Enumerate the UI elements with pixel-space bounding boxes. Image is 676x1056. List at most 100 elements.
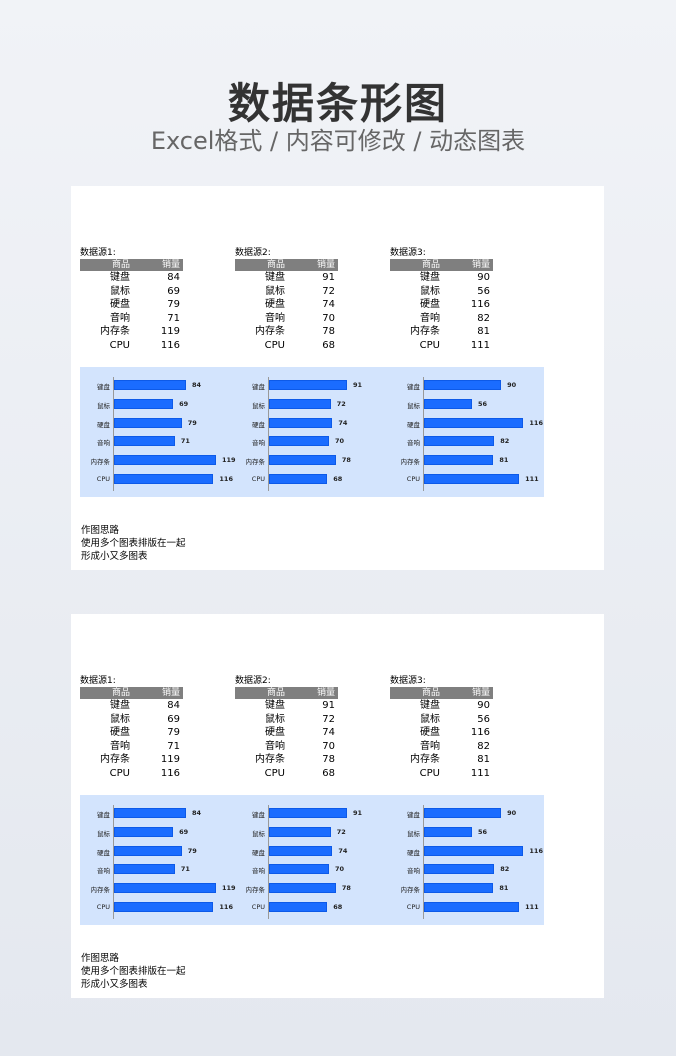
notes: 作图思路 使用多个图表排版在一起 形成小又多图表 <box>81 952 186 991</box>
category-label: 键盘 <box>97 383 110 391</box>
table-row: 鼠标 69 <box>80 285 183 299</box>
cell-sales: 71 <box>167 312 180 324</box>
source-label: 数据源2: <box>235 248 271 258</box>
cell-sales: 56 <box>477 285 490 297</box>
bar <box>114 808 186 818</box>
bar <box>114 455 216 466</box>
chart-axis <box>268 377 269 491</box>
cell-product: CPU <box>419 767 440 779</box>
data-label: 116 <box>529 846 543 855</box>
data-label: 90 <box>507 381 517 389</box>
category-label: CPU <box>406 475 420 483</box>
bar <box>424 455 494 466</box>
cell-sales: 90 <box>477 272 490 283</box>
cell-product: 音响 <box>265 312 285 324</box>
cell-sales: 111 <box>470 767 490 779</box>
cell-product: 鼠标 <box>110 713 130 725</box>
category-label: 硬盘 <box>252 848 265 857</box>
header-sales: 销量 <box>161 260 180 270</box>
table-row: 音响 70 <box>235 312 338 326</box>
cell-sales: 91 <box>322 272 335 283</box>
category-label: CPU <box>96 475 110 483</box>
data-label: 84 <box>191 381 202 389</box>
category-label: 键盘 <box>407 811 420 819</box>
bar <box>114 417 182 428</box>
bar <box>114 380 186 390</box>
data-source-table: 数据源2: 商品 销量 键盘 91 鼠标 72 硬盘 74 音响 70 内存条 78 CPU 68 <box>235 675 338 780</box>
cell-product: 硬盘 <box>265 299 285 310</box>
cell-product: 音响 <box>110 740 130 752</box>
cell-sales: 70 <box>322 740 335 752</box>
table-row: CPU 116 <box>80 767 183 781</box>
data-label: 91 <box>352 381 363 389</box>
table-row: 音响 82 <box>390 740 493 754</box>
cell-sales: 116 <box>470 299 490 310</box>
cell-product: 音响 <box>420 740 440 752</box>
bar-chart: 键盘 90 鼠标 56 硬盘 116 音响 82 内存条 81 CPU 111 <box>390 367 545 497</box>
data-label: 79 <box>187 846 197 855</box>
table-header: 商品 销量 <box>390 259 493 271</box>
category-label: 键盘 <box>97 811 110 819</box>
bar <box>424 436 495 447</box>
table-row: 音响 71 <box>80 740 183 754</box>
data-label: 70 <box>334 865 345 874</box>
header-product: 商品 <box>266 260 285 270</box>
cell-sales: 116 <box>470 727 490 738</box>
category-label: CPU <box>251 903 265 911</box>
bar <box>424 474 520 484</box>
category-label: 硬盘 <box>252 420 265 429</box>
page-subtitle: Excel格式 / 内容可修改 / 动态图表 <box>150 127 526 155</box>
chart-panel: 键盘 84 鼠标 69 硬盘 79 音响 71 内存条 119 CPU 116 键盘 91 鼠标 72 硬盘 74… <box>80 367 544 497</box>
source-label: 数据源1: <box>80 248 116 258</box>
source-label: 数据源1: <box>80 676 116 686</box>
cell-product: 内存条 <box>255 326 285 337</box>
note-line: 作图思路 <box>81 525 120 536</box>
data-label: 78 <box>341 884 351 893</box>
bar <box>269 808 347 818</box>
bar <box>114 845 182 856</box>
data-label: 68 <box>333 475 343 483</box>
cell-product: CPU <box>264 767 285 779</box>
data-source-table: 数据源1: 商品 销量 键盘 84 鼠标 69 硬盘 79 音响 71 内存条 119 CPU 116 <box>80 247 183 352</box>
bar-chart: 键盘 90 鼠标 56 硬盘 116 音响 82 内存条 81 CPU 111 <box>390 795 545 925</box>
table-row: CPU 111 <box>390 339 493 353</box>
category-label: 鼠标 <box>252 401 265 410</box>
table-row: 键盘 91 <box>235 699 338 713</box>
data-label: 78 <box>341 456 351 465</box>
cell-product: CPU <box>419 339 440 351</box>
cell-product: 键盘 <box>420 700 440 711</box>
data-label: 79 <box>187 418 197 427</box>
bar <box>424 864 495 875</box>
category-label: 硬盘 <box>97 848 110 857</box>
table-row: 硬盘 74 <box>235 298 338 312</box>
cell-product: 键盘 <box>110 272 130 283</box>
cell-sales: 81 <box>477 754 490 765</box>
chart-axis <box>113 805 114 919</box>
category-label: 键盘 <box>407 383 420 391</box>
cell-sales: 74 <box>322 727 335 738</box>
cell-sales: 69 <box>167 713 180 725</box>
cell-sales: 82 <box>477 740 490 752</box>
bar <box>269 883 336 894</box>
cell-sales: 79 <box>167 299 180 310</box>
table-row: 音响 70 <box>235 740 338 754</box>
data-label: 90 <box>507 809 517 817</box>
table-row: 键盘 90 <box>390 699 493 713</box>
cell-product: 硬盘 <box>110 727 130 738</box>
source-label: 数据源3: <box>390 248 426 258</box>
cell-product: 键盘 <box>420 272 440 283</box>
cell-sales: 84 <box>167 272 180 283</box>
bar-chart: 键盘 91 鼠标 72 硬盘 74 音响 70 内存条 78 CPU 68 <box>235 367 390 497</box>
category-label: 鼠标 <box>252 829 265 838</box>
header-product: 商品 <box>421 688 440 698</box>
bar <box>424 380 502 390</box>
cell-sales: 74 <box>322 299 335 310</box>
table-row: 鼠标 72 <box>235 713 338 727</box>
table-row: 硬盘 79 <box>80 298 183 312</box>
category-label: 硬盘 <box>407 848 420 857</box>
bar <box>114 902 214 912</box>
cell-sales: 72 <box>322 713 335 725</box>
cell-sales: 90 <box>477 700 490 711</box>
cell-product: 音响 <box>110 312 130 324</box>
table-row: 硬盘 116 <box>390 726 493 740</box>
